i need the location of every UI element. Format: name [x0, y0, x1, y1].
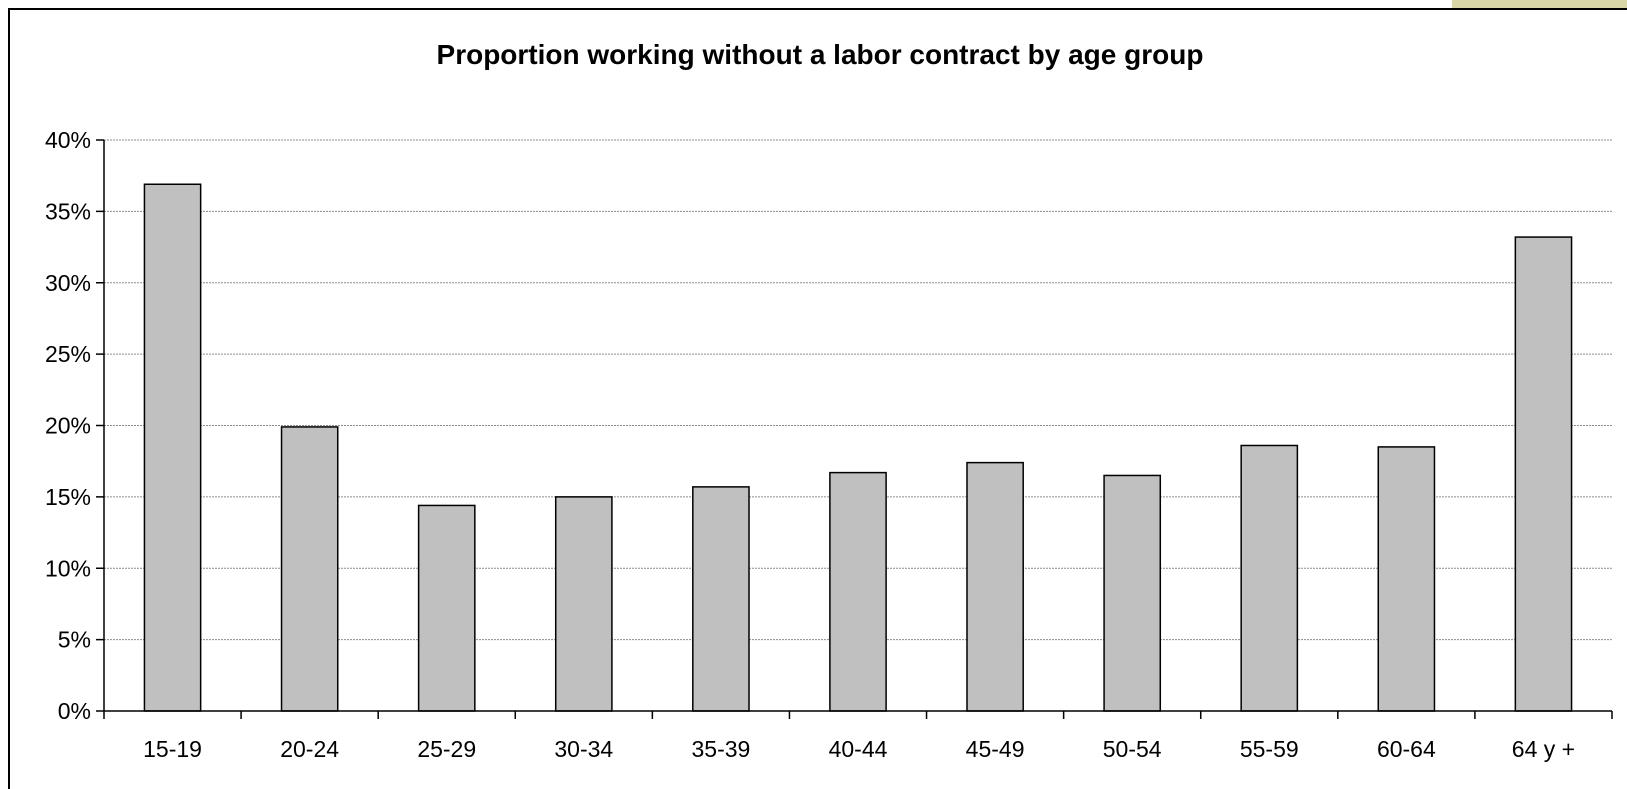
y-tick-label: 5% — [58, 627, 91, 653]
x-tick-label: 55-59 — [1240, 736, 1299, 762]
y-tick-label: 30% — [45, 270, 91, 296]
y-tick-labels: 0% 5% 10% 15% 20% 25% 30% 35% 40% — [45, 127, 91, 724]
y-tick-label: 10% — [45, 555, 91, 581]
x-tick-label: 64 y + — [1512, 736, 1575, 762]
x-tick-label: 35-39 — [691, 736, 750, 762]
bar-35-39 — [692, 486, 750, 712]
bars — [143, 183, 1573, 712]
x-tick-label: 30-34 — [554, 736, 613, 762]
bar-30-34 — [554, 496, 613, 712]
y-tick-label: 20% — [45, 413, 91, 439]
x-tick-labels: 15-19 20-24 25-29 30-34 35-39 40-44 45-49 50-54… — [143, 736, 1575, 762]
chart-frame — [8, 8, 1627, 789]
axes — [96, 139, 1613, 719]
bar-20-24 — [280, 426, 339, 712]
x-tick-label: 25-29 — [417, 736, 476, 762]
chart-title: Proportion working without a labor contr… — [437, 39, 1204, 70]
x-tick-label: 45-49 — [966, 736, 1025, 762]
bar-45-49 — [966, 461, 1024, 712]
bar-55-59 — [1240, 444, 1299, 712]
y-tick-label: 25% — [45, 341, 91, 367]
y-tick-label: 0% — [58, 698, 91, 724]
y-tick-label: 35% — [45, 198, 91, 224]
bar-15-19 — [143, 183, 202, 712]
x-tick-label: 15-19 — [143, 736, 202, 762]
y-tick-label: 40% — [45, 127, 91, 153]
x-tick-label: 50-54 — [1103, 736, 1162, 762]
x-tick-label: 20-24 — [280, 736, 339, 762]
x-tick-label: 40-44 — [829, 736, 888, 762]
bar-60-64 — [1377, 446, 1436, 712]
bar-25-29 — [417, 504, 476, 712]
corner-tab — [1452, 0, 1627, 8]
bar-40-44 — [829, 471, 887, 712]
y-tick-label: 15% — [45, 484, 91, 510]
bar-50-54 — [1103, 474, 1162, 712]
bar-64yplus — [1514, 236, 1573, 712]
x-tick-label: 60-64 — [1377, 736, 1436, 762]
